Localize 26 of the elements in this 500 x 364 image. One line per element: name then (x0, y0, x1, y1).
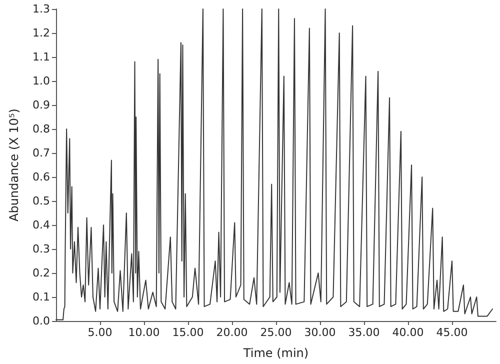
y-tick-label: 0.3 (32, 242, 50, 256)
line-series (56, 8, 493, 320)
y-tick-label: 0.2 (32, 266, 50, 280)
x-axis-title: Time (min) (242, 346, 309, 360)
y-tick-label: 0.4 (32, 218, 50, 232)
y-tick-label: 1.3 (32, 2, 50, 16)
y-axis-title: Abundance (X 10⁵) (7, 108, 21, 222)
y-tick-label: 0.5 (32, 194, 50, 208)
y-tick-label: 0.8 (32, 122, 50, 136)
y-tick-label: 1.1 (32, 50, 50, 64)
y-tick-label: 0.6 (32, 170, 50, 184)
y-tick-label: 0.1 (32, 290, 50, 304)
x-tick-label: 20.00 (216, 326, 248, 339)
y-tick-label: 1.0 (32, 74, 50, 88)
x-tick-label: 30.00 (304, 326, 336, 339)
y-tick-label: 0.0 (32, 314, 50, 328)
x-tick-label: 25.00 (260, 326, 292, 339)
x-tick-label: 35.00 (348, 326, 380, 339)
y-tick-label: 0.9 (32, 98, 50, 112)
x-tick-label: 15.00 (172, 326, 204, 339)
y-tick-label: 0.7 (32, 146, 50, 160)
x-tick-label: 10.00 (128, 326, 160, 339)
y-tick-label: 1.2 (32, 26, 50, 40)
x-tick-label: 45.00 (436, 326, 468, 339)
x-tick-label: 40.00 (392, 326, 424, 339)
x-tick-label: 5.00 (88, 326, 112, 339)
